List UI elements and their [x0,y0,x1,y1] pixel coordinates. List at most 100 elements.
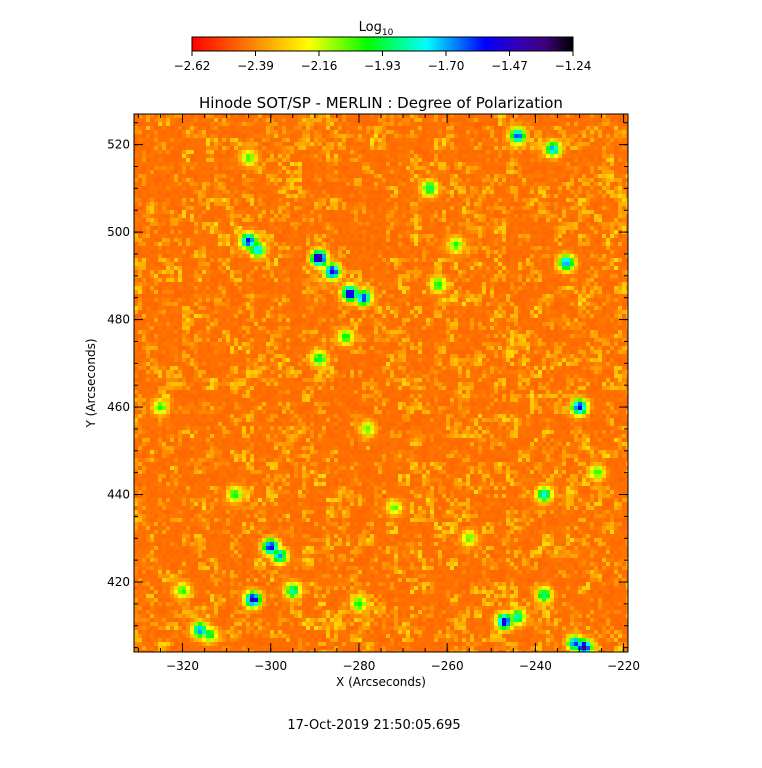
heatmap-cell [526,162,530,166]
heatmap-cell [494,206,498,210]
heatmap-cell [474,126,478,130]
heatmap-cell [294,138,298,142]
heatmap-cell [138,274,142,278]
heatmap-cell [618,242,622,246]
heatmap-cell [182,238,186,242]
heatmap-cell [374,182,378,186]
heatmap-cell [170,166,174,170]
heatmap-cell [202,222,206,226]
heatmap-cell [146,218,150,222]
heatmap-cell [450,190,454,194]
heatmap-cell [310,202,314,206]
heatmap-cell [446,230,450,234]
heatmap-cell [622,194,626,198]
heatmap-cell [554,146,558,150]
heatmap-cell [330,202,334,206]
heatmap-cell [174,206,178,210]
heatmap-cell [182,186,186,190]
heatmap-cell [486,262,490,266]
heatmap-cell [458,146,462,150]
heatmap-cell [558,250,562,254]
heatmap-cell [438,242,442,246]
heatmap-cell [462,186,466,190]
heatmap-cell [538,134,542,138]
heatmap-cell [410,218,414,222]
heatmap-cell [542,122,546,126]
heatmap-cell [514,114,518,118]
heatmap-cell [486,238,490,242]
heatmap-cell [574,210,578,214]
heatmap-cell [358,242,362,246]
heatmap-cell [270,146,274,150]
heatmap-cell [150,166,154,170]
heatmap-cell [542,202,546,206]
heatmap-cell [170,246,174,250]
heatmap-cell [174,162,178,166]
heatmap-cell [250,194,254,198]
heatmap-cell [610,222,614,226]
heatmap-cell [242,258,246,262]
heatmap-cell [350,182,354,186]
heatmap-cell [146,270,150,274]
heatmap-cell [550,182,554,186]
heatmap-cell [254,270,258,274]
heatmap-cell [162,130,166,134]
heatmap-cell [374,142,378,146]
heatmap-cell [578,214,582,218]
heatmap-cell [422,178,426,182]
heatmap-cell [242,186,246,190]
heatmap-cell [346,190,350,194]
heatmap-cell [274,218,278,222]
heatmap-cell [154,246,158,250]
heatmap-cell [598,170,602,174]
heatmap-cell [218,154,222,158]
heatmap-cell [446,234,450,238]
heatmap-cell [494,202,498,206]
heatmap-cell [170,206,174,210]
heatmap-cell [498,142,502,146]
heatmap-cell [334,218,338,222]
heatmap-cell [354,226,358,230]
heatmap-cell [446,250,450,254]
heatmap-cell [290,242,294,246]
heatmap-cell [318,186,322,190]
heatmap-cell [390,142,394,146]
heatmap-cell [294,154,298,158]
heatmap-cell [418,254,422,258]
heatmap-cell [326,202,330,206]
heatmap-cell [138,190,142,194]
heatmap-cell [166,270,170,274]
heatmap-cell [358,214,362,218]
heatmap-cell [442,270,446,274]
heatmap-cell [574,166,578,170]
heatmap-cell [142,182,146,186]
heatmap-cell [594,162,598,166]
heatmap-cell [214,150,218,154]
heatmap-cell [294,158,298,162]
heatmap-cell [582,162,586,166]
heatmap-cell [522,250,526,254]
heatmap-cell [274,206,278,210]
heatmap-cell [614,186,618,190]
heatmap-cell [358,126,362,130]
heatmap-cell [514,170,518,174]
heatmap-cell [146,122,150,126]
heatmap-cell [610,134,614,138]
heatmap-cell [482,218,486,222]
heatmap-cell [218,218,222,222]
heatmap-cell [398,190,402,194]
heatmap-cell [282,154,286,158]
heatmap-cell [190,130,194,134]
heatmap-cell [178,258,182,262]
heatmap-cell [450,258,454,262]
heatmap-cell [170,266,174,270]
heatmap-cell [310,142,314,146]
heatmap-cell [150,158,154,162]
heatmap-cell [582,114,586,118]
heatmap-cell [274,266,278,270]
heatmap-cell [358,130,362,134]
heatmap-cell [514,198,518,202]
colorbar-tick-label: −1.47 [491,59,528,73]
heatmap-cell [498,238,502,242]
heatmap-cell [626,218,628,222]
